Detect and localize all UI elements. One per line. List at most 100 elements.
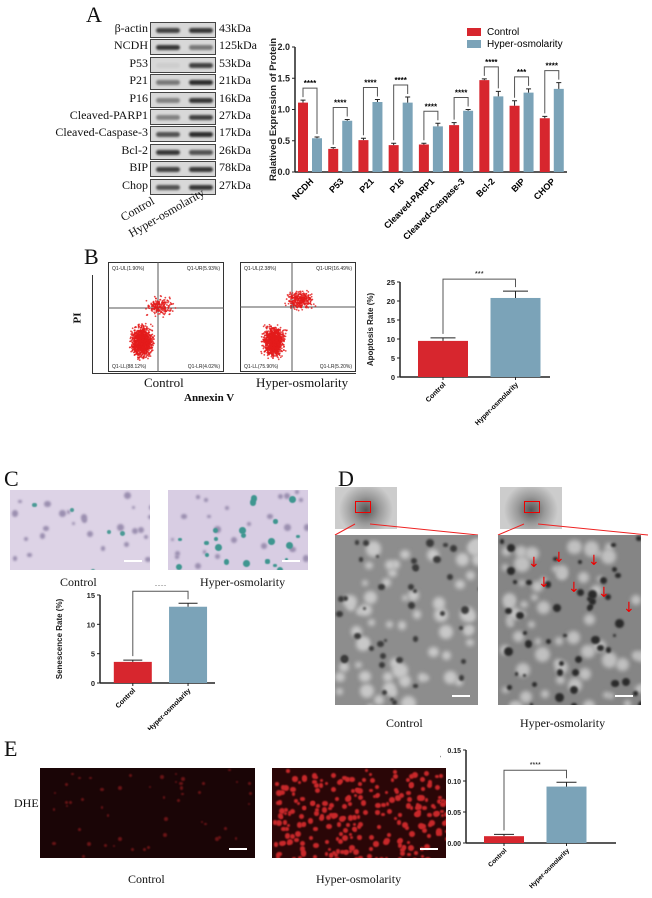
flow-event bbox=[138, 331, 141, 334]
cell bbox=[387, 833, 391, 837]
flow-event bbox=[151, 343, 154, 345]
flow-event bbox=[272, 356, 274, 359]
cell bbox=[354, 632, 361, 640]
flow-event bbox=[306, 303, 309, 305]
flow-event bbox=[151, 308, 153, 311]
y-tick-label: 15 bbox=[87, 591, 95, 600]
cell bbox=[562, 633, 567, 638]
cell bbox=[421, 828, 427, 834]
cell bbox=[174, 772, 178, 776]
cell bbox=[584, 614, 595, 625]
blot-protein-label: Cleaved-PARP1 bbox=[69, 108, 148, 122]
flow-event bbox=[139, 335, 142, 338]
cell bbox=[401, 695, 417, 705]
significance-label: **** bbox=[334, 99, 347, 108]
cell bbox=[440, 813, 444, 817]
blot-protein-label: BIP bbox=[129, 160, 148, 175]
cell bbox=[330, 786, 336, 792]
cell bbox=[204, 498, 208, 502]
cell bbox=[71, 772, 74, 775]
significance-label: **** bbox=[364, 79, 377, 88]
cell bbox=[248, 802, 251, 806]
flow-event bbox=[146, 348, 149, 351]
scale-bar bbox=[615, 695, 633, 697]
caption-e-hyper: Hyper-osmolarity bbox=[316, 872, 402, 886]
arrow-icon: ↓ bbox=[623, 600, 635, 616]
flow-event bbox=[263, 353, 266, 356]
flow-event bbox=[295, 290, 298, 293]
cell bbox=[359, 683, 374, 698]
cell bbox=[170, 537, 175, 542]
flow-event bbox=[147, 329, 150, 332]
blot-strip bbox=[150, 56, 216, 73]
cell bbox=[132, 506, 136, 510]
blot-band bbox=[189, 45, 213, 51]
cell bbox=[384, 560, 395, 570]
cell bbox=[347, 814, 354, 821]
flow-event bbox=[284, 302, 286, 305]
cell bbox=[294, 831, 301, 838]
flow-event bbox=[131, 347, 133, 350]
cell bbox=[280, 790, 286, 796]
cell bbox=[362, 777, 367, 782]
cell bbox=[635, 650, 641, 663]
cell bbox=[313, 826, 318, 832]
cell bbox=[381, 812, 385, 816]
flow-event bbox=[307, 295, 310, 297]
flow-plot-frame bbox=[240, 262, 356, 372]
flow-event bbox=[167, 306, 170, 309]
cell bbox=[428, 646, 439, 658]
cell bbox=[330, 772, 337, 779]
cell bbox=[398, 813, 402, 817]
flow-event bbox=[138, 333, 141, 336]
blot-band bbox=[189, 149, 213, 155]
cell bbox=[290, 546, 296, 553]
flow-event bbox=[150, 346, 153, 348]
cell bbox=[300, 850, 307, 857]
cell bbox=[384, 790, 389, 795]
cell bbox=[366, 704, 375, 705]
flow-event bbox=[154, 304, 157, 307]
cell bbox=[303, 524, 308, 531]
significance-label: **** bbox=[155, 585, 167, 590]
cell bbox=[336, 822, 341, 827]
cell bbox=[436, 830, 441, 835]
flow-event bbox=[153, 295, 156, 298]
flow-event bbox=[265, 342, 267, 345]
cell bbox=[513, 580, 517, 584]
flow-y-label: PI bbox=[71, 312, 84, 324]
y-tick-label: 0.0 bbox=[277, 167, 290, 177]
cell bbox=[294, 837, 299, 843]
cell bbox=[540, 577, 548, 585]
flow-event bbox=[137, 340, 140, 343]
cell bbox=[326, 823, 332, 830]
cell bbox=[78, 776, 81, 780]
flow-event bbox=[135, 344, 138, 347]
flow-event bbox=[284, 349, 287, 352]
flow-event bbox=[169, 309, 171, 312]
caption-c-control: Control bbox=[60, 575, 97, 589]
flow-event bbox=[277, 333, 280, 336]
cell bbox=[514, 545, 528, 559]
flow-event bbox=[141, 342, 144, 344]
cell bbox=[353, 849, 360, 855]
flow-event bbox=[157, 301, 160, 304]
scale-bar bbox=[452, 695, 470, 697]
quadrant-label-ll: Q1-LL(75.90%) bbox=[244, 364, 279, 370]
cell bbox=[595, 550, 603, 557]
flow-event bbox=[133, 333, 136, 336]
flow-event bbox=[144, 322, 147, 325]
flow-event bbox=[310, 303, 313, 306]
significance-bracket bbox=[302, 87, 318, 134]
flow-event bbox=[268, 325, 271, 328]
cell bbox=[302, 821, 307, 826]
cell bbox=[432, 805, 436, 810]
cell bbox=[194, 562, 201, 569]
flow-event bbox=[263, 324, 266, 326]
bar-control bbox=[113, 661, 152, 683]
flow-event bbox=[273, 343, 276, 346]
flow-event bbox=[280, 347, 283, 350]
flow-event bbox=[274, 332, 277, 334]
cell bbox=[455, 678, 464, 687]
cell bbox=[352, 815, 357, 820]
